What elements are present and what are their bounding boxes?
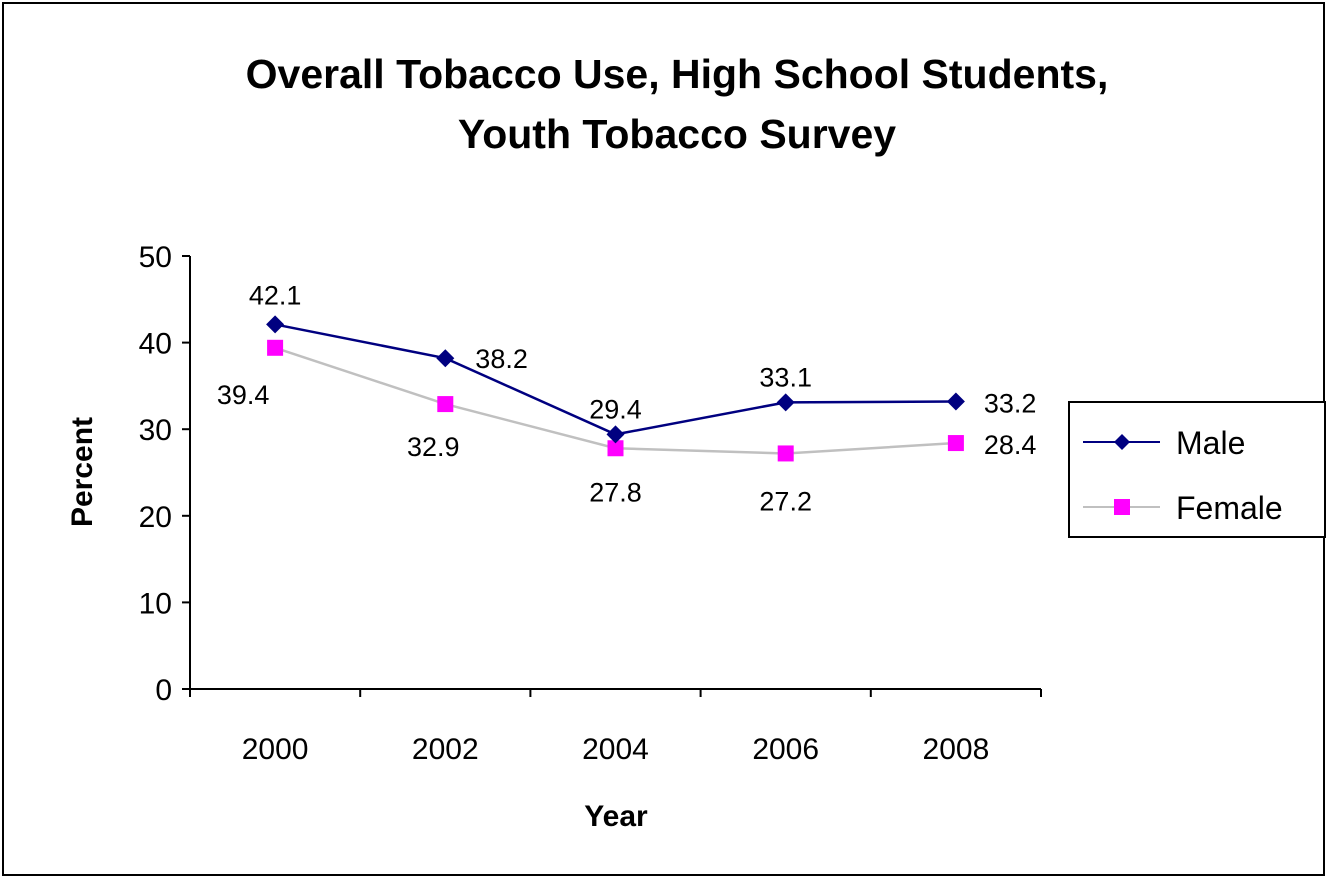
data-label-male: 29.4 — [589, 394, 642, 424]
data-label-female: 28.4 — [984, 430, 1037, 460]
legend-label-female: Female — [1176, 490, 1283, 526]
y-tick-label: 10 — [139, 587, 172, 620]
chart-title-line-1: Overall Tobacco Use, High School Student… — [246, 51, 1109, 97]
chart-title-line-2: Youth Tobacco Survey — [458, 111, 896, 157]
data-point-male — [776, 393, 795, 412]
data-point-male — [606, 425, 625, 444]
legend: Male Female — [1068, 401, 1326, 538]
x-axis-title: Year — [584, 800, 648, 833]
x-tick-label: 2004 — [582, 733, 649, 766]
x-tick-label: 2002 — [412, 733, 479, 766]
data-point-male — [266, 315, 285, 334]
data-point-female — [267, 339, 284, 356]
data-label-male: 38.2 — [475, 344, 528, 374]
data-label-female: 27.2 — [759, 486, 812, 516]
data-label-male: 33.2 — [984, 388, 1037, 418]
series-layer — [266, 315, 965, 462]
data-point-female — [437, 396, 454, 413]
legend-marker-female — [1114, 499, 1130, 515]
y-axis-ticks: 0 10 20 30 40 50 — [139, 241, 190, 707]
legend-label-male: Male — [1176, 425, 1245, 461]
data-label-female: 39.4 — [217, 380, 270, 410]
x-tick-label: 2006 — [752, 733, 819, 766]
y-axis-title: Percent — [66, 417, 99, 527]
x-axis-ticks: 2000 2002 2004 2006 2008 — [189, 689, 1042, 766]
legend-box — [1068, 401, 1326, 538]
y-tick-label: 0 — [155, 674, 172, 707]
y-tick-label: 50 — [139, 241, 172, 274]
data-point-female — [607, 440, 624, 457]
data-point-female — [777, 445, 794, 462]
x-tick-label: 2000 — [242, 733, 309, 766]
data-label-female: 32.9 — [407, 432, 460, 462]
data-label-female: 27.8 — [589, 477, 642, 507]
data-labels-layer: 42.1 38.2 29.4 33.1 33.2 39.4 32.9 27.8 27.2 28.4 — [217, 280, 1037, 516]
y-tick-label: 30 — [139, 414, 172, 447]
data-point-female — [947, 435, 964, 452]
data-label-male: 33.1 — [759, 362, 812, 392]
y-tick-label: 40 — [139, 328, 172, 361]
data-point-male — [946, 392, 965, 411]
data-point-male — [436, 349, 455, 368]
legend-marker-male — [1114, 434, 1130, 450]
data-label-male: 42.1 — [249, 280, 302, 310]
x-tick-label: 2008 — [923, 733, 990, 766]
y-tick-label: 20 — [139, 501, 172, 534]
